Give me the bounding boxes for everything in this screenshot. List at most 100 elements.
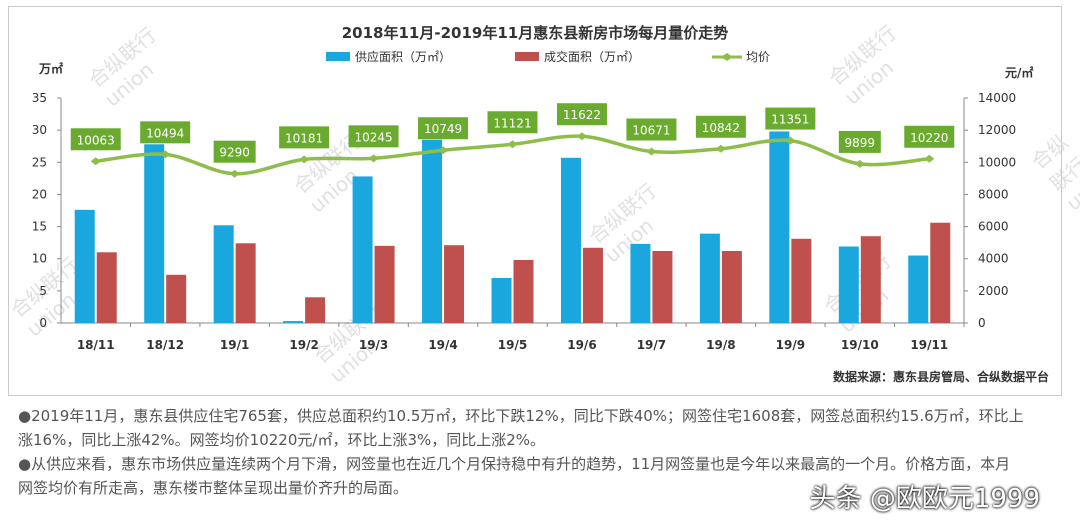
- left-tick-label: 5: [39, 284, 47, 298]
- bar-supply: [491, 278, 512, 323]
- source-note: 数据来源：惠东县房管局、合纵数据平台: [833, 369, 1049, 384]
- x-tick-label: 19/9: [776, 338, 805, 352]
- x-tick-label: 18/11: [77, 338, 115, 352]
- bar-supply: [630, 243, 651, 323]
- price-data-label: 11351: [771, 113, 809, 127]
- price-data-label: 9899: [845, 136, 876, 150]
- left-tick-label: 25: [32, 155, 47, 169]
- left-axis-unit: 万㎡: [38, 61, 63, 76]
- chart-title: 2018年11月-2019年11月惠东县新房市场每月量价走势: [342, 24, 728, 42]
- bar-deal: [166, 274, 187, 323]
- price-marker: [438, 146, 449, 155]
- price-label-box: [279, 126, 330, 149]
- bar-deal: [652, 251, 673, 323]
- price-data-label: 11121: [493, 116, 531, 130]
- price-data-label: 9290: [219, 146, 250, 160]
- price-data-label: 10063: [77, 133, 115, 147]
- price-label-box: [418, 117, 469, 140]
- right-tick-label: 2000: [978, 284, 1009, 298]
- price-marker: [576, 132, 587, 141]
- x-tick-label: 19/10: [841, 338, 879, 352]
- x-tick-label: 19/2: [289, 338, 318, 352]
- price-data-label: 10220: [910, 131, 948, 145]
- price-marker: [854, 159, 865, 168]
- left-tick-label: 15: [32, 220, 47, 234]
- x-tick-label: 19/7: [637, 338, 666, 352]
- bar-supply: [838, 246, 859, 323]
- price-label-box: [213, 140, 256, 163]
- bar-deal: [96, 252, 117, 323]
- right-tick-label: 8000: [978, 187, 1009, 201]
- bar-supply: [283, 321, 304, 323]
- price-data-label: 11622: [563, 108, 601, 122]
- price-data-label: 10494: [146, 126, 184, 140]
- x-tick-label: 19/1: [220, 338, 249, 352]
- bar-deal: [305, 297, 326, 323]
- price-marker: [785, 136, 796, 145]
- left-tick-label: 20: [32, 187, 47, 201]
- price-label-box: [70, 128, 121, 151]
- price-marker: [924, 154, 935, 163]
- price-marker: [299, 155, 310, 164]
- price-marker: [229, 169, 240, 178]
- paragraph-line: 网签均价有所走高，惠东楼市整体呈现出量价齐升的局面。: [18, 479, 409, 497]
- right-tick-label: 0: [978, 316, 986, 330]
- legend-swatch-deal: [515, 52, 539, 61]
- legend-label-deal: 成交面积（万㎡）: [544, 49, 640, 64]
- price-marker: [160, 150, 171, 159]
- bar-supply: [560, 157, 581, 323]
- bar-deal: [582, 247, 603, 323]
- footer-watermark: 头条 @欧欧元1999: [809, 484, 1040, 514]
- bar-supply: [699, 233, 720, 323]
- price-marker: [507, 140, 518, 149]
- paragraph-line: ●从供应来看，惠东市场供应量连续两个月下滑，网签量也在近几个月保持稳中有升的趋势…: [18, 455, 1011, 473]
- x-tick-label: 19/5: [498, 338, 527, 352]
- left-tick-label: 35: [32, 91, 47, 105]
- bar-deal: [860, 236, 881, 323]
- price-label-box: [140, 121, 191, 144]
- right-tick-label: 4000: [978, 252, 1009, 266]
- price-data-label: 10749: [424, 122, 462, 136]
- price-data-label: 10181: [285, 131, 323, 145]
- price-marker: [715, 144, 726, 153]
- price-marker: [368, 154, 379, 163]
- x-tick-label: 19/3: [359, 338, 388, 352]
- bar-supply: [422, 139, 443, 323]
- bar-supply: [213, 225, 234, 323]
- analysis-paragraph: ●从供应来看，惠东市场供应量连续两个月下滑，网签量也在近几个月保持稳中有升的趋势…: [18, 452, 1010, 500]
- bar-supply: [908, 255, 929, 323]
- bar-deal: [513, 260, 534, 323]
- chart-panel: 合纵联行 union 合纵联行 union 合纵联行 union 合纵联行 union …: [6, 6, 1080, 396]
- right-axis-unit: 元/㎡: [1005, 65, 1033, 80]
- left-tick-label: 10: [32, 252, 47, 266]
- bar-deal: [930, 222, 951, 323]
- left-tick-label: 0: [39, 316, 47, 330]
- price-data-label: 10245: [354, 130, 392, 144]
- bar-supply: [144, 144, 165, 323]
- price-label-box: [556, 103, 607, 126]
- bar-deal: [444, 245, 465, 323]
- right-tick-label: 12000: [978, 123, 1016, 137]
- price-label-box: [838, 130, 881, 153]
- left-tick-label: 30: [32, 123, 47, 137]
- price-label-box: [695, 115, 746, 138]
- price-marker: [90, 157, 101, 166]
- bar-supply: [74, 209, 95, 323]
- price-data-label: 10842: [702, 121, 740, 135]
- paragraph-line: ●2019年11月，惠东县供应住宅765套，供应总面积约10.5万㎡，环比下跌1…: [18, 407, 1024, 425]
- bar-supply: [769, 131, 790, 323]
- price-marker: [646, 147, 657, 156]
- bar-deal: [721, 251, 742, 323]
- summary-paragraph: ●2019年11月，惠东县供应住宅765套，供应总面积约10.5万㎡，环比下跌1…: [18, 404, 1024, 452]
- bar-deal: [374, 245, 395, 323]
- price-label-box: [487, 111, 538, 134]
- x-tick-label: 18/12: [146, 338, 184, 352]
- x-tick-label: 19/6: [567, 338, 596, 352]
- bar-supply: [352, 176, 373, 323]
- paragraph-line: 涨16%，同比上涨42%。网签均价10220元/㎡，环比上涨3%，同比上涨2%。: [18, 431, 546, 449]
- bar-deal: [235, 243, 256, 323]
- legend-swatch-supply: [326, 52, 350, 61]
- x-tick-label: 19/8: [706, 338, 735, 352]
- price-label-box: [904, 125, 955, 148]
